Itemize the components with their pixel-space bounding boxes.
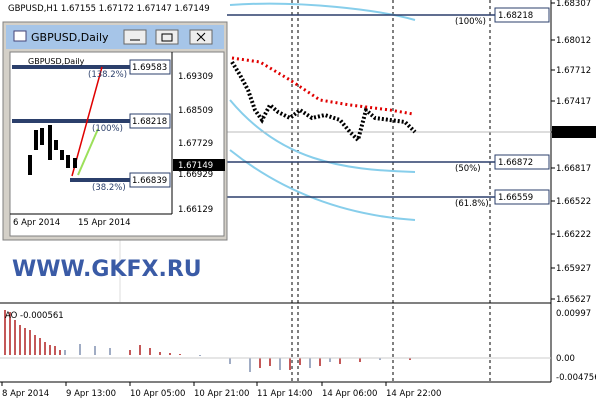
inset-chart (9, 51, 225, 237)
inset-price-label: 1.69309 (178, 72, 213, 82)
time-label: 9 Apr 13:00 (66, 389, 116, 399)
level-pct: (100%) (455, 17, 486, 27)
ao-histogram (4, 310, 411, 370)
ao-axis-label: -0.004756 (556, 373, 596, 383)
inset-labels: GBPUSD,Daily 1.69309 1.68509 1.67729 1.67149… (13, 57, 225, 228)
levels: (100%) 1.68218 (50%) 1.66872 (61.8%) 1.66559 (455, 7, 550, 209)
price-label: 1.68307 (556, 0, 591, 9)
inset-titlebar (6, 25, 224, 49)
inset-time-label: 15 Apr 2014 (78, 218, 131, 228)
level-box (494, 154, 550, 170)
inset-price-label: 1.66929 (178, 170, 213, 180)
time-label: 14 Apr 06:00 (322, 389, 377, 399)
inset-level-price: 1.66839 (132, 176, 167, 186)
level-price: 1.66872 (498, 158, 533, 168)
window-buttons[interactable] (123, 29, 213, 45)
inset-level-box (129, 113, 171, 129)
inset-chart-label: GBPUSD,Daily (28, 57, 85, 66)
ao-histogram-green (64, 344, 381, 372)
inset-level-pct: (138.2%) (88, 70, 127, 80)
time-label: 10 Apr 05:00 (130, 389, 185, 399)
price-label: 1.68012 (556, 36, 591, 46)
level-price: 1.66559 (498, 193, 533, 203)
inset-level-box (129, 172, 171, 188)
price-label: 1.66817 (556, 164, 591, 174)
price-label: 1.65927 (556, 264, 591, 274)
ao-axis: 0.00997 0.00 -0.004756 (556, 309, 596, 383)
ao-label: AO -0.000561 (5, 311, 64, 321)
inset-fib (12, 65, 130, 182)
time-label: 10 Apr 21:00 (194, 389, 249, 399)
inset-time-label: 6 Apr 2014 (13, 218, 60, 228)
price-label: 1.66522 (556, 197, 591, 207)
ao-axis-label: 0.00997 (556, 309, 591, 319)
inset-price-label: 1.68509 (178, 106, 213, 116)
inset-green-line (77, 128, 99, 176)
time-label: 11 Apr 14:00 (257, 389, 312, 399)
inset-price-label: 1.67149 (178, 161, 213, 171)
current-price-bg (552, 126, 596, 138)
inset-level-pct: (100%) (92, 124, 123, 134)
bands (229, 2, 416, 221)
level-box (494, 189, 550, 205)
sar-dots (231, 56, 414, 116)
window-icon (13, 30, 27, 42)
inset-title: GBPUSD,Daily (31, 31, 109, 44)
inset-level-price: 1.69583 (132, 63, 167, 73)
time-label: 14 Apr 22:00 (386, 389, 441, 399)
price-label: 1.67712 (556, 66, 591, 76)
dashed-verticals (291, 0, 491, 382)
price-label: 1.67417 (556, 97, 591, 107)
inset-level-pct: (38.2%) (92, 183, 126, 193)
candles (230, 60, 417, 144)
price-label: 1.65627 (556, 295, 591, 305)
time-label: 8 Apr 2014 (2, 389, 49, 399)
inset-price-label: 1.66129 (178, 205, 213, 215)
level-box (494, 7, 550, 23)
inset-red-line (71, 66, 103, 177)
inset-current-bg (173, 159, 225, 171)
inset-candles (28, 125, 77, 175)
fib-lines (227, 14, 495, 198)
inset-level-price: 1.68218 (132, 117, 167, 127)
inset-level-box (129, 59, 171, 75)
price-label: 1.66222 (556, 230, 591, 240)
ao-axis-label: 0.00 (556, 354, 575, 364)
watermark: WWW.GKFX.RU (12, 257, 202, 282)
time-axis: 8 Apr 2014 9 Apr 13:00 10 Apr 05:00 10 Apr … (1, 382, 441, 399)
level-price: 1.68218 (498, 11, 533, 21)
chart-header: GBPUSD,H1 1.67155 1.67172 1.67147 1.6714… (8, 4, 210, 14)
level-pct: (61.8%) (455, 199, 489, 209)
inset-price-label: 1.67729 (178, 139, 213, 149)
level-pct: (50%) (455, 164, 481, 174)
